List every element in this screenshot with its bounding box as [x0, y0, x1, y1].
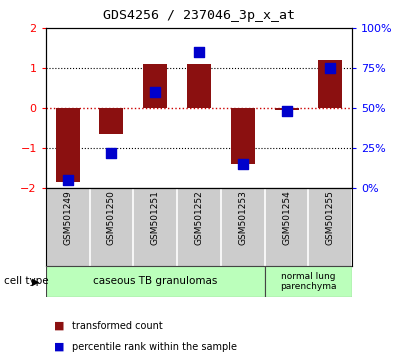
Bar — [56, 108, 80, 182]
Bar — [100, 108, 123, 134]
Point — [283, 108, 290, 114]
Point — [327, 65, 334, 71]
Point — [64, 177, 71, 183]
Text: GSM501255: GSM501255 — [326, 190, 335, 245]
Bar — [46, 266, 265, 297]
Bar — [231, 108, 255, 164]
Text: GSM501249: GSM501249 — [63, 190, 72, 245]
Text: GSM501250: GSM501250 — [107, 190, 116, 245]
Text: percentile rank within the sample: percentile rank within the sample — [72, 342, 237, 352]
Text: GSM501254: GSM501254 — [282, 190, 291, 245]
Text: transformed count: transformed count — [72, 321, 162, 331]
Bar — [143, 64, 167, 108]
Point — [108, 150, 115, 155]
Text: GSM501253: GSM501253 — [238, 190, 247, 245]
Bar — [275, 108, 298, 110]
Text: GSM501252: GSM501252 — [195, 190, 203, 245]
Bar — [187, 64, 211, 108]
Point — [196, 50, 202, 55]
Text: normal lung
parenchyma: normal lung parenchyma — [280, 272, 337, 291]
Text: caseous TB granulomas: caseous TB granulomas — [93, 276, 217, 286]
Bar — [265, 266, 352, 297]
Point — [240, 161, 246, 167]
Point — [152, 89, 158, 95]
Text: ■: ■ — [54, 321, 64, 331]
Text: ▶: ▶ — [32, 276, 40, 286]
Text: cell type: cell type — [4, 276, 49, 286]
Text: GDS4256 / 237046_3p_x_at: GDS4256 / 237046_3p_x_at — [103, 9, 295, 22]
Text: ■: ■ — [54, 342, 64, 352]
Text: GSM501251: GSM501251 — [151, 190, 160, 245]
Bar — [318, 60, 342, 108]
